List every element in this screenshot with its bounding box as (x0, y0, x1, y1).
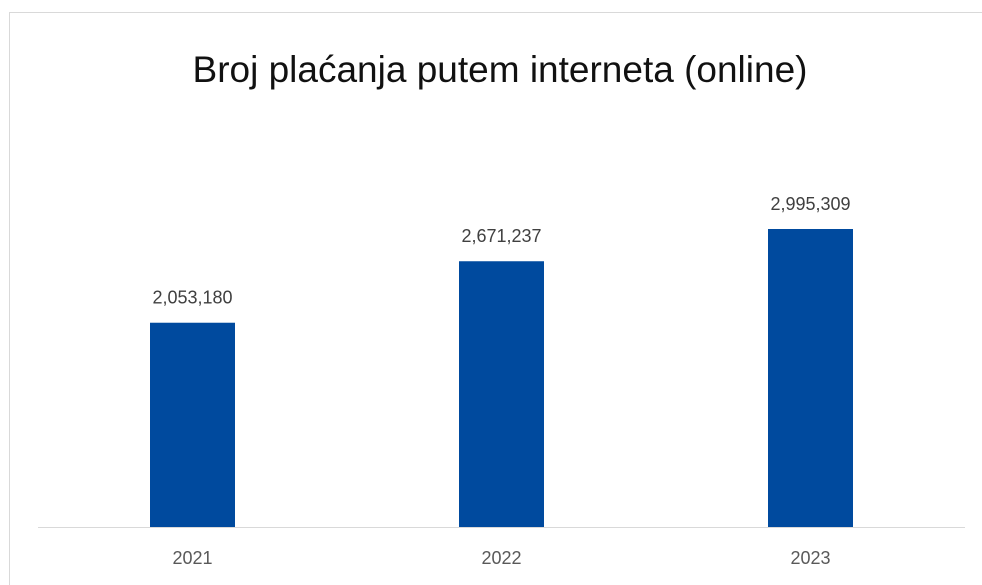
x-tick-label: 2023 (790, 548, 830, 568)
data-label: 2,053,180 (152, 287, 232, 307)
bar (768, 229, 853, 527)
bar (150, 322, 235, 527)
chart-title: Broj plaćanja putem interneta (online) (193, 49, 808, 90)
x-tick-label: 2022 (481, 548, 521, 568)
x-tick-label: 2021 (172, 548, 212, 568)
data-label: 2,995,309 (770, 194, 850, 214)
data-label: 2,671,237 (461, 226, 541, 246)
bar (459, 261, 544, 527)
